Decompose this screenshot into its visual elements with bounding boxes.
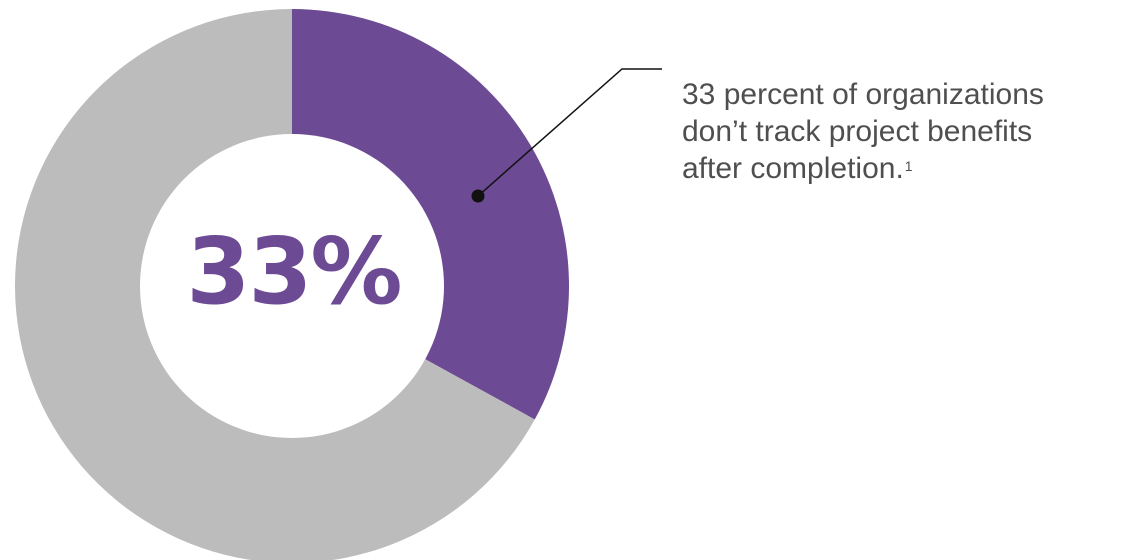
annotation-line-3-text: after completion. (682, 152, 904, 185)
annotation-marker-dot (471, 189, 485, 203)
annotation-line-3: after completion.1 (682, 150, 1132, 187)
annotation-leader-line (477, 68, 662, 197)
center-percentage-label: 33% (186, 218, 402, 325)
footnote-marker: 1 (904, 158, 913, 174)
annotation-line-1: 33 percent of organizations (682, 78, 1044, 111)
donut-hole (140, 134, 444, 438)
annotation-text: 33 percent of organizations don’t track … (682, 76, 1132, 187)
annotation-line-2: don’t track project benefits (682, 115, 1033, 148)
